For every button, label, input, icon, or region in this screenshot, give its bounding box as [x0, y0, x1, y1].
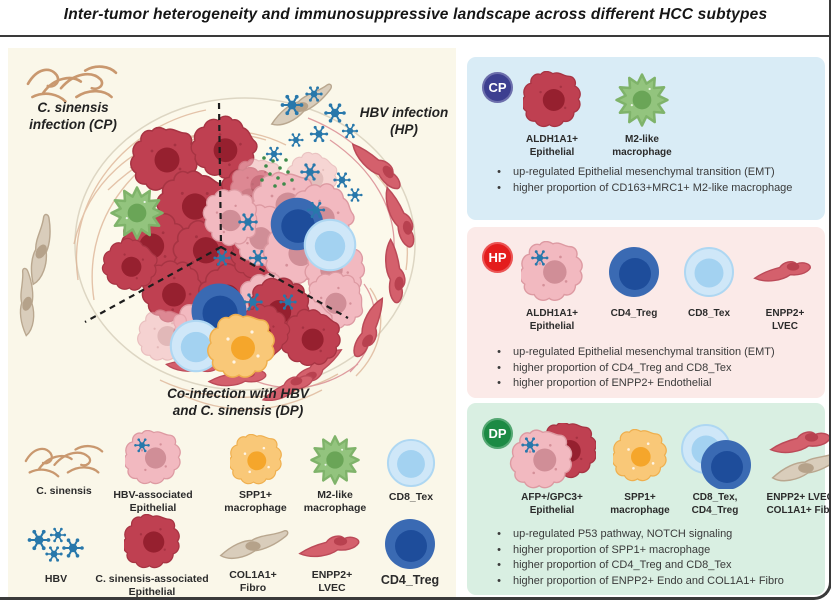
- cp-badge: CP: [482, 72, 513, 103]
- bullet-point: higher proportion of ENPP2+ Endo and COL…: [485, 574, 815, 590]
- cd4-treg-icon: [609, 247, 659, 297]
- c-sinensis-associated-epithelial-icon: [124, 514, 180, 570]
- aldh1a1-hbv-epithelial-icon: [521, 241, 583, 303]
- hp-region-label: HBV infection (HP): [359, 105, 449, 137]
- legend-item: ENPP2+ LVEC: [294, 528, 370, 594]
- bullet-point: higher proportion of CD4_Treg and CD8_Te…: [485, 558, 815, 574]
- m2-macrophage-icon: [310, 435, 360, 485]
- spp1-macrophage-icon: [613, 429, 667, 483]
- panel-cell: ALDH1A1+ Epithelial: [509, 239, 595, 333]
- spp1-macrophage-icon: [208, 315, 274, 378]
- bullet-point: up-regulated Epithelial mesenchymal tran…: [485, 165, 815, 181]
- legend-item: CD8_Tex: [373, 438, 449, 504]
- cd4-treg-icon: [385, 519, 435, 569]
- tumor-illustration: [8, 65, 418, 411]
- enpp2-lvec-icon: [299, 535, 360, 558]
- hp-badge: HP: [482, 242, 513, 273]
- spp1-macrophage-icon: [230, 434, 282, 486]
- legend-item: C. sinensis-associated Epithelial: [86, 514, 218, 598]
- c-sinensis-worms-icon: [24, 444, 104, 478]
- hbv-associated-epithelial-icon: [125, 430, 181, 486]
- legend-item: SPP1+ macrophage: [213, 434, 298, 514]
- panel-cell: ENPP2+ LVEC , COL1A1+ Fibro: [751, 423, 831, 517]
- dp-region-label: Co-infection with HBV and C. sinensis (D…: [167, 386, 309, 418]
- hbv-virus-icon: [27, 527, 85, 563]
- bullet-point: higher proportion of CD163+MRC1+ M2-like…: [485, 181, 815, 197]
- panel-dp: DP AFP+/GPC3+ Epithelial SPP1+ macrophag…: [467, 403, 831, 595]
- legend-item: M2-like macrophage: [295, 434, 375, 514]
- cd8-tex-icon: [303, 218, 357, 272]
- legend-item: CD4_Treg: [370, 518, 450, 588]
- sector-dividers: [84, 102, 349, 323]
- panel-cell: ALDH1A1+ Epithelial: [507, 69, 597, 159]
- panel-cell: AFP+/GPC3+ Epithelial: [503, 423, 601, 517]
- panel-cell: SPP1+ macrophage: [601, 423, 679, 517]
- tumor-scene: C. sinensis infection (CP) HBV infection…: [8, 48, 456, 599]
- enpp2-lvec-icon: [753, 261, 811, 282]
- lvec-fibro-pair-icon: [769, 431, 831, 482]
- panel-cp: CP ALDH1A1+ Epithelial M2-like macrophag…: [467, 57, 825, 220]
- cd8-tex-icon: [386, 438, 436, 488]
- legend-item: HBV-associated Epithelial: [98, 430, 208, 514]
- panel-cell: M2-like macrophage: [597, 69, 687, 159]
- bullet-point: higher proportion of CD4_Treg and CD8_Te…: [485, 361, 815, 377]
- panel-cell: CD8_Tex: [673, 239, 745, 320]
- panel-hp: HP ALDH1A1+ Epithelial CD4_Treg CD8_Tex: [467, 227, 825, 398]
- figure-title: Inter-tumor heterogeneity and immunosupp…: [63, 6, 768, 23]
- panel-cell: CD8_Tex, CD4_Treg: [679, 423, 751, 517]
- c-sinensis-worms-icon: [26, 65, 118, 103]
- m2-macrophage-icon: [615, 73, 669, 127]
- afp-gpc3-epithelial-icon: [508, 423, 596, 489]
- dp-badge: DP: [482, 418, 513, 449]
- aldh1a1-epithelial-icon: [523, 71, 581, 129]
- legend-item: COL1A1+ Fibro: [210, 528, 296, 594]
- cd8-tex-icon: [684, 247, 734, 297]
- panel-cell: ENPP2+ LVEC: [745, 239, 825, 333]
- legend-item: HBV: [24, 526, 88, 586]
- cd8-cd4-pair-icon: [681, 424, 751, 489]
- col1a1-fibro-icon: [219, 529, 289, 560]
- legend-item: C. sinensis: [18, 440, 110, 498]
- bullet-point: higher proportion of SPP1+ macrophage: [485, 543, 815, 559]
- cp-region-label: C. sinensis infection (CP): [29, 100, 117, 132]
- bullet-point: up-regulated P53 pathway, NOTCH signalin…: [485, 527, 815, 543]
- title-divider: [0, 35, 831, 37]
- bullet-point: up-regulated Epithelial mesenchymal tran…: [485, 345, 815, 361]
- panel-cell: CD4_Treg: [595, 239, 673, 320]
- bullet-point: higher proportion of ENPP2+ Endothelial: [485, 376, 815, 392]
